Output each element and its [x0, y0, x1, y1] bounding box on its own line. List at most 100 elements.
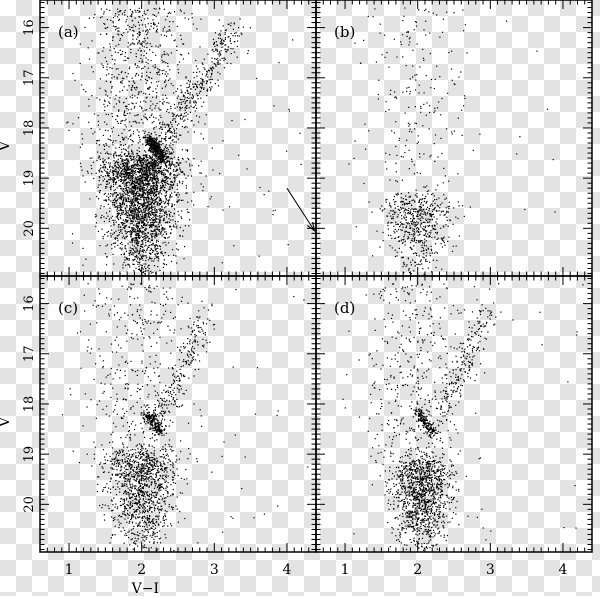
- data-point: [422, 213, 424, 215]
- data-point: [166, 53, 168, 55]
- data-point: [133, 183, 136, 185]
- data-point: [154, 177, 156, 179]
- data-point: [162, 178, 164, 180]
- data-point: [420, 111, 422, 113]
- data-point: [118, 110, 120, 112]
- data-point: [404, 214, 406, 216]
- data-point: [103, 11, 105, 13]
- data-point: [161, 161, 163, 163]
- data-point: [133, 195, 135, 197]
- data-point: [182, 230, 184, 232]
- data-point: [106, 172, 108, 174]
- data-point: [144, 187, 146, 189]
- data-point: [129, 230, 132, 232]
- data-point: [99, 169, 101, 171]
- data-point: [158, 161, 160, 163]
- data-point: [153, 128, 155, 130]
- data-point: [161, 154, 163, 156]
- data-point: [136, 258, 139, 260]
- data-point: [143, 191, 145, 194]
- data-point: [148, 268, 150, 270]
- data-point: [134, 230, 136, 232]
- data-point: [403, 238, 405, 240]
- data-point: [139, 47, 141, 49]
- data-point: [144, 211, 146, 213]
- data-point: [119, 175, 121, 177]
- data-point: [200, 90, 202, 93]
- reddening-arrow-shaft: [286, 187, 315, 232]
- data-point: [124, 256, 126, 258]
- data-point: [170, 153, 172, 155]
- data-point: [139, 229, 141, 231]
- data-point: [155, 105, 157, 107]
- data-point: [155, 201, 157, 203]
- data-point: [144, 229, 147, 231]
- data-point: [122, 120, 124, 122]
- data-point: [136, 154, 138, 156]
- data-point: [182, 101, 184, 103]
- data-point: [102, 134, 104, 136]
- data-point: [118, 109, 120, 111]
- data-point: [263, 194, 265, 196]
- data-point: [232, 35, 234, 37]
- data-point: [181, 217, 183, 219]
- data-point: [94, 216, 96, 218]
- data-point: [121, 203, 123, 206]
- data-point: [242, 26, 244, 28]
- data-point: [158, 221, 160, 223]
- data-point: [180, 108, 182, 110]
- data-point: [152, 144, 154, 146]
- data-point: [434, 207, 436, 209]
- data-point: [436, 238, 438, 240]
- data-point: [389, 245, 391, 247]
- data-point: [120, 180, 122, 182]
- data-point: [410, 242, 412, 244]
- data-point: [183, 43, 185, 45]
- data-point: [143, 166, 146, 168]
- data-point: [147, 159, 149, 161]
- data-point: [171, 184, 173, 186]
- data-point: [143, 231, 145, 233]
- data-point: [121, 249, 123, 251]
- data-point: [133, 196, 135, 198]
- data-point: [107, 63, 109, 65]
- data-point: [167, 155, 169, 158]
- data-point: [114, 200, 116, 202]
- data-point: [93, 17, 95, 19]
- data-point: [149, 169, 151, 171]
- data-point: [150, 139, 152, 141]
- data-point: [153, 137, 155, 139]
- y-tick-label: 16: [22, 19, 37, 36]
- data-point: [169, 152, 171, 154]
- data-point: [183, 258, 185, 260]
- data-point: [161, 180, 163, 182]
- data-point: [103, 22, 105, 25]
- data-point: [431, 252, 433, 254]
- data-point: [389, 179, 391, 181]
- data-point: [117, 226, 119, 228]
- data-point: [405, 230, 407, 232]
- data-point: [136, 212, 138, 214]
- data-point: [399, 226, 401, 228]
- data-point: [429, 252, 431, 254]
- data-point: [272, 210, 274, 212]
- data-point: [117, 158, 119, 160]
- data-point: [106, 186, 108, 188]
- data-point: [421, 198, 423, 200]
- data-point: [223, 40, 225, 42]
- data-point: [440, 227, 442, 229]
- data-point: [172, 85, 174, 87]
- data-point: [105, 152, 107, 154]
- data-point: [455, 245, 457, 247]
- data-point: [97, 52, 99, 54]
- data-point: [426, 230, 428, 232]
- data-point: [428, 208, 431, 210]
- data-point: [173, 254, 175, 256]
- data-point: [120, 82, 122, 84]
- data-point: [87, 47, 89, 49]
- data-point: [99, 78, 101, 80]
- data-point: [130, 234, 132, 236]
- data-point: [401, 207, 403, 209]
- data-point: [141, 212, 143, 214]
- data-point: [138, 216, 140, 218]
